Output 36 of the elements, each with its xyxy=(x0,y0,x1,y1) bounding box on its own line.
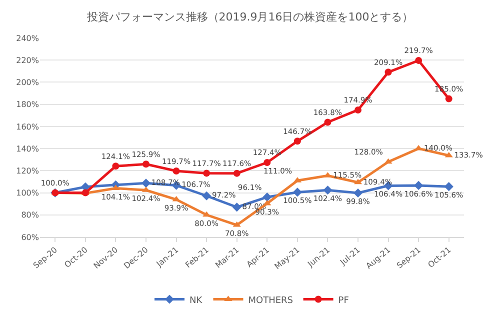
legend-label: NK xyxy=(190,296,204,306)
point xyxy=(414,180,424,190)
point xyxy=(112,162,120,170)
point xyxy=(384,158,392,164)
point xyxy=(444,182,454,192)
point xyxy=(142,160,150,168)
y-tick-label: 160% xyxy=(16,122,40,132)
point xyxy=(323,186,332,195)
point xyxy=(353,188,363,198)
point xyxy=(354,106,362,114)
point xyxy=(415,56,422,64)
point xyxy=(203,170,210,177)
point xyxy=(233,170,240,177)
y-tick-label: 120% xyxy=(16,166,40,176)
legend-label: MOTHERS xyxy=(248,296,294,306)
point xyxy=(292,188,302,197)
y-tick-label: 60% xyxy=(21,232,40,242)
chart-title: 投資パフォーマンス推移（2019.9月16日の株資産を100とする） xyxy=(86,10,414,24)
y-tick-label: 240% xyxy=(16,34,40,43)
point xyxy=(294,138,301,145)
y-tick-label: 80% xyxy=(21,210,40,220)
y-tick-label: 220% xyxy=(16,56,40,65)
y-tick-label: 200% xyxy=(16,78,40,88)
y-tick-label: 180% xyxy=(16,100,40,110)
point xyxy=(141,178,151,188)
point xyxy=(384,68,392,76)
point xyxy=(202,191,212,200)
point xyxy=(172,168,180,174)
point xyxy=(445,95,452,102)
point xyxy=(262,192,272,202)
y-tick-label: 140% xyxy=(16,144,40,154)
legend-label: PF xyxy=(338,296,349,306)
y-tick-label: 100% xyxy=(16,188,40,198)
point xyxy=(232,202,242,212)
point xyxy=(324,118,332,126)
point xyxy=(264,158,271,166)
